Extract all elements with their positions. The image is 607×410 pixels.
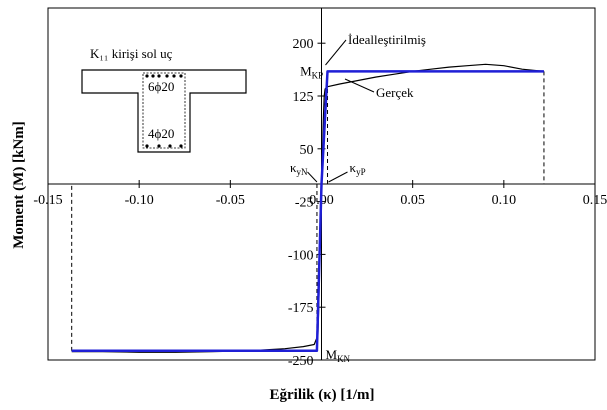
x-tick-label: 0.15 [583, 193, 607, 208]
series [71, 63, 544, 353]
cross-section-inset: K₁₁ kirişi sol uç 6ϕ20 4ϕ20 [81, 46, 247, 153]
y-axis-label: Moment (M) [kNm] [11, 121, 27, 248]
series-line-idealized [71, 70, 544, 353]
kyp-leader-line [328, 171, 348, 183]
y-tick-label: -250 [288, 354, 314, 369]
x-tick-label: 0.10 [492, 193, 517, 208]
real-series-label: Gerçek [376, 85, 414, 100]
top-rebar-label: 6ϕ20 [148, 79, 174, 94]
top-rebars [145, 74, 183, 78]
x-axis-label: Eğrilik (κ) [1/m] [270, 387, 375, 403]
stirrup [142, 72, 186, 149]
mkn-label: MKN [326, 347, 351, 364]
y-tick-label: 200 [293, 37, 314, 52]
y-tick-label: -100 [288, 248, 314, 263]
bottom-rebars [145, 144, 183, 148]
mkp-label: MKP [300, 63, 323, 80]
x-tick-label: 0.05 [400, 193, 425, 208]
y-tick-label: 50 [300, 143, 314, 158]
inset-title: K₁₁ kirişi sol uç [90, 46, 173, 61]
y-tick-label: -175 [288, 301, 314, 316]
idealized-leader-line [325, 39, 347, 66]
kyn-label: κyN [290, 160, 308, 177]
x-tick-label: -0.10 [125, 193, 154, 208]
real-leader-line [344, 78, 375, 93]
y-tick-label: -25 [295, 196, 314, 211]
kyp-label: κyP [350, 160, 366, 177]
t-beam-outline [81, 69, 247, 153]
kyn-leader-line [307, 171, 318, 183]
x-tick-label: -0.05 [216, 193, 245, 208]
x-tick-label: -0.15 [33, 193, 62, 208]
y-tick-label: 125 [293, 90, 314, 105]
bottom-rebar-label: 4ϕ20 [148, 126, 174, 141]
annotations: İdealleştirilmiş Gerçek MKP MKN κyN κyP [290, 32, 426, 364]
idealized-series-label: İdealleştirilmiş [348, 32, 426, 47]
